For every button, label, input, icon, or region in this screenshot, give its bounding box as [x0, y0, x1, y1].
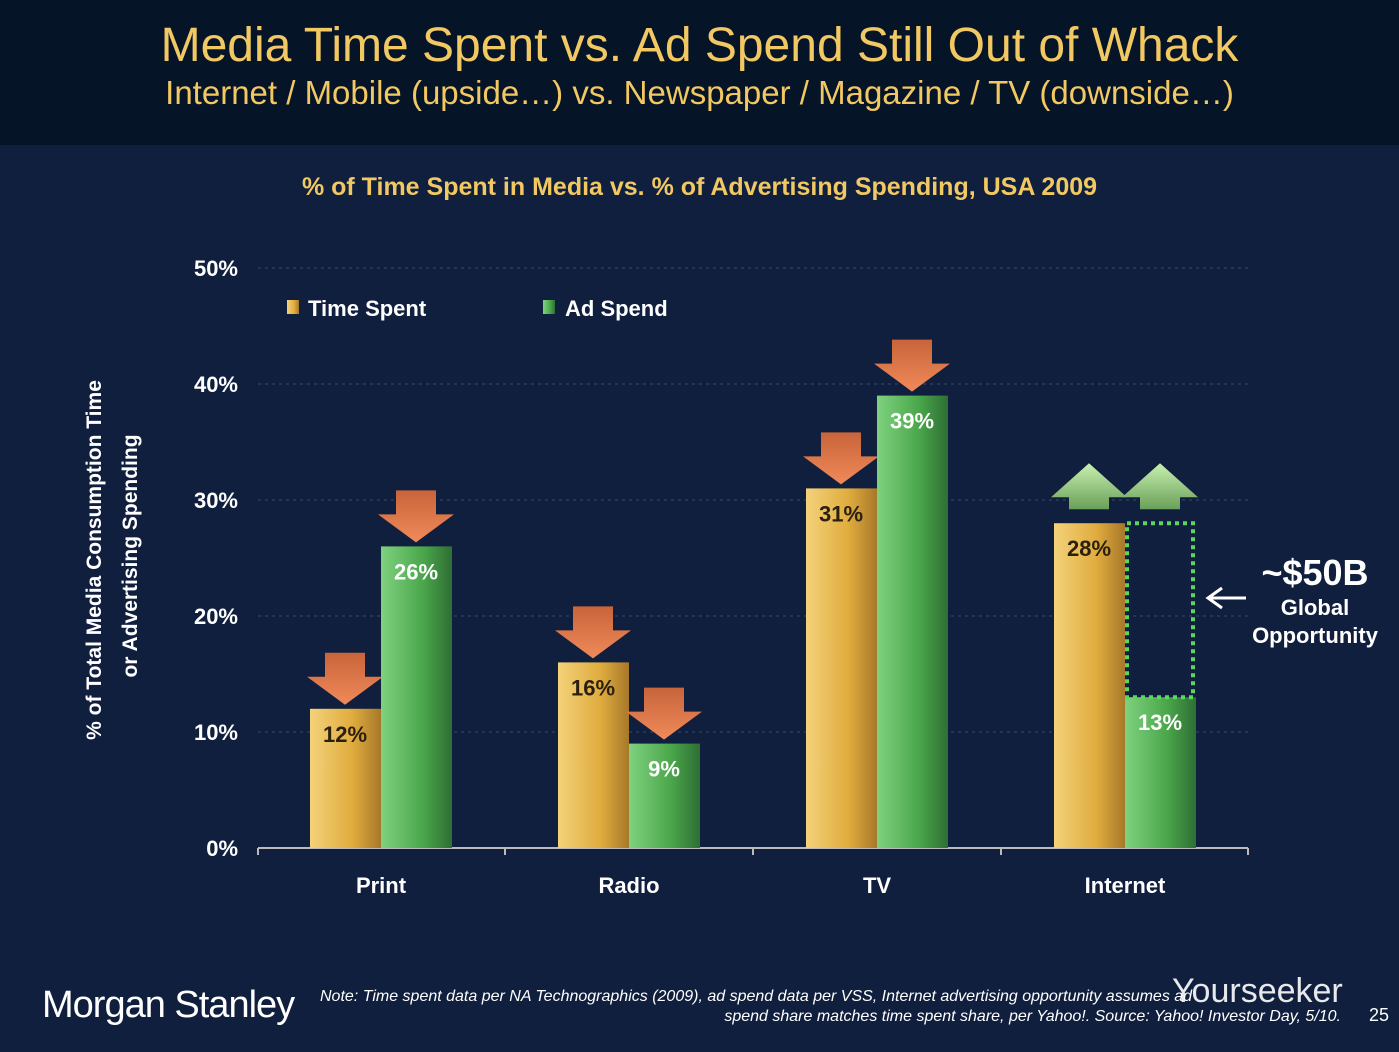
chart-title: % of Time Spent in Media vs. % of Advert…	[301, 173, 1098, 201]
y-tick-label: 30%	[194, 488, 238, 513]
down-arrow-icon	[555, 606, 631, 659]
page-title: Media Time Spent vs. Ad Spend Still Out …	[160, 19, 1239, 72]
bar-time-spent	[558, 662, 629, 848]
x-tick-label: Radio	[598, 873, 659, 898]
up-arrow-icon	[1122, 463, 1198, 510]
data-label: 9%	[648, 757, 680, 782]
bar-ad-spend	[381, 546, 452, 848]
page-subtitle: Internet / Mobile (upside…) vs. Newspape…	[165, 74, 1234, 111]
up-arrow-icon	[1051, 463, 1127, 510]
watermark: Yourseeker	[1172, 972, 1343, 1010]
bar-time-spent	[806, 488, 877, 848]
data-label: 31%	[819, 501, 863, 526]
data-label: 12%	[323, 722, 367, 747]
opportunity-value: ~$50B	[1261, 552, 1369, 593]
bar-time-spent	[1054, 523, 1125, 848]
data-label: 13%	[1138, 710, 1182, 735]
x-tick-label: TV	[863, 873, 891, 898]
x-tick-label: Internet	[1085, 873, 1166, 898]
opportunity-line1: Global	[1280, 595, 1350, 620]
opportunity-line2: Opportunity	[1252, 623, 1378, 648]
bar-ad-spend	[629, 743, 700, 848]
down-arrow-icon	[307, 652, 383, 705]
morgan-stanley-logo: Morgan Stanley	[42, 984, 295, 1026]
y-tick-label: 50%	[194, 256, 238, 281]
bar-time-spent	[310, 708, 381, 848]
data-label: 39%	[890, 409, 934, 434]
legend-swatch-ad-spend	[543, 300, 555, 314]
legend-time-spent: Time Spent	[308, 296, 427, 321]
opportunity-annotation: ~$50B Global Opportunity	[1240, 552, 1390, 650]
down-arrow-icon	[626, 687, 702, 740]
data-label: 16%	[571, 675, 615, 700]
data-label: 26%	[394, 559, 438, 584]
page-number: 25	[1368, 1005, 1389, 1025]
y-axis-label: % of Total Media Consumption Time	[83, 380, 106, 740]
down-arrow-icon	[803, 432, 879, 485]
footnote: Note: Time spent data per NA Technograph…	[320, 988, 1193, 1005]
legend-swatch-time-spent	[287, 300, 299, 314]
y-tick-label: 10%	[194, 720, 238, 745]
arrow-left-icon	[1205, 586, 1246, 610]
bar-ad-spend	[877, 395, 948, 848]
y-tick-label: 0%	[206, 836, 238, 861]
x-tick-label: Print	[356, 873, 407, 898]
bar-ad-spend	[1125, 697, 1196, 848]
down-arrow-icon	[874, 339, 950, 392]
data-label: 28%	[1067, 536, 1111, 561]
y-tick-label: 40%	[194, 372, 238, 397]
opportunity-gap-outline	[1125, 521, 1195, 700]
footnote-line2: spend share matches time spent share, pe…	[724, 1008, 1341, 1025]
y-axis-label-2: or Advertising Spending	[119, 434, 142, 677]
down-arrow-icon	[378, 490, 454, 543]
y-tick-label: 20%	[194, 604, 238, 629]
legend-ad-spend: Ad Spend	[565, 296, 668, 321]
header	[0, 0, 1399, 145]
